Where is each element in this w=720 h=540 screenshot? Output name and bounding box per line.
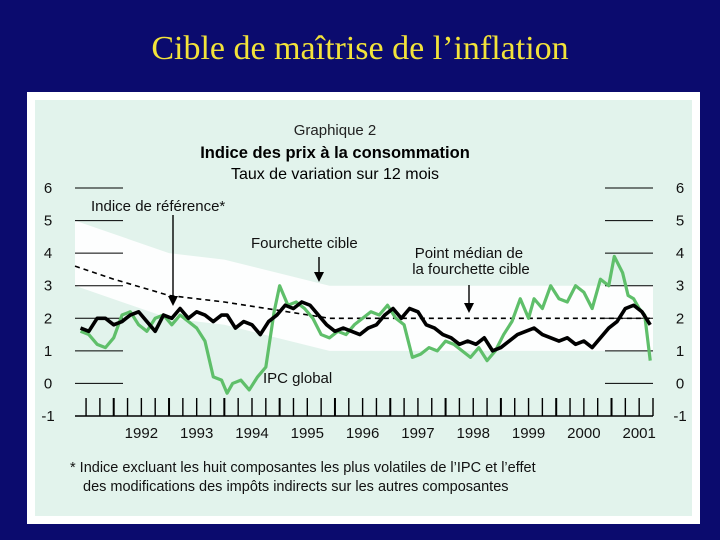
target-midpoint-line [74,265,653,320]
x-tick-label: 1999 [512,425,545,442]
y-tick-label-right: 3 [676,278,684,295]
footnote-line-1: * Indice excluant les huit composantes l… [70,460,536,476]
cpi-chart: Graphique 2 Indice des prix à la consomm… [41,122,686,495]
annotation-total-label: IPC global [263,370,332,387]
annotation-band-label: Fourchette cible [251,235,358,252]
series-line-core-cpi [79,300,652,353]
y-tick-label-left: 6 [44,180,52,197]
axes-layer: -1 -1 0 0 1 1 2 2 3 3 4 4 5 5 6 6 1992 1993 1994 1995 1996 19… [41,180,686,442]
x-tick-label: 1993 [180,425,213,442]
x-tick-label: 1994 [235,425,268,442]
slide-title: Cible de maîtrise de l’inflation [151,30,569,67]
y-tick-label-left: 3 [44,278,52,295]
series-line-total-cpi [79,254,652,395]
x-tick-label: 1998 [457,425,490,442]
x-tick-label: 2001 [622,425,655,442]
y-tick-label-right: 1 [676,343,684,360]
y-tick-label-right: -1 [673,408,686,425]
y-tick-label-right: 5 [676,213,684,230]
footnote-line-2: des modifications des impôts indirects s… [83,479,509,495]
annotation-midpoint-arrowhead [464,303,474,313]
y-tick-label-right: 6 [676,180,684,197]
y-tick-label-left: -1 [41,408,54,425]
chart-title: Indice des prix à la consommation [200,144,470,162]
annotation-midpoint-line-1: Point médian de [415,245,523,262]
chart-subtitle: Taux de variation sur 12 mois [231,166,439,183]
annotation-core-label: Indice de référence* [91,198,225,215]
x-tick-label: 2000 [567,425,600,442]
x-tick-label: 1995 [291,425,324,442]
series-layer [74,254,653,395]
annotation-core-arrowhead [168,296,178,306]
y-tick-label-right: 0 [676,375,684,392]
y-tick-label-left: 0 [44,375,52,392]
y-tick-label-right: 4 [676,245,684,262]
annotation-band-arrowhead [314,272,324,282]
annotation-midpoint-line-2: la fourchette cible [412,261,530,278]
y-tick-label-left: 5 [44,213,52,230]
y-tick-label-left: 4 [44,245,52,262]
x-tick-label: 1996 [346,425,379,442]
chart-panel: Graphique 2 Indice des prix à la consomm… [27,92,700,524]
x-tick-label: 1997 [401,425,434,442]
annotation-midpoint-label: Point médian de la fourchette cible [412,245,530,278]
y-tick-label-left: 1 [44,343,52,360]
y-tick-label-right: 2 [676,310,684,327]
x-tick-label: 1992 [125,425,158,442]
chart-kicker: Graphique 2 [294,122,377,139]
footnote: * Indice excluant les huit composantes l… [70,460,540,495]
chart-area: Graphique 2 Indice des prix à la consomm… [35,100,692,516]
y-tick-label-left: 2 [44,310,52,327]
